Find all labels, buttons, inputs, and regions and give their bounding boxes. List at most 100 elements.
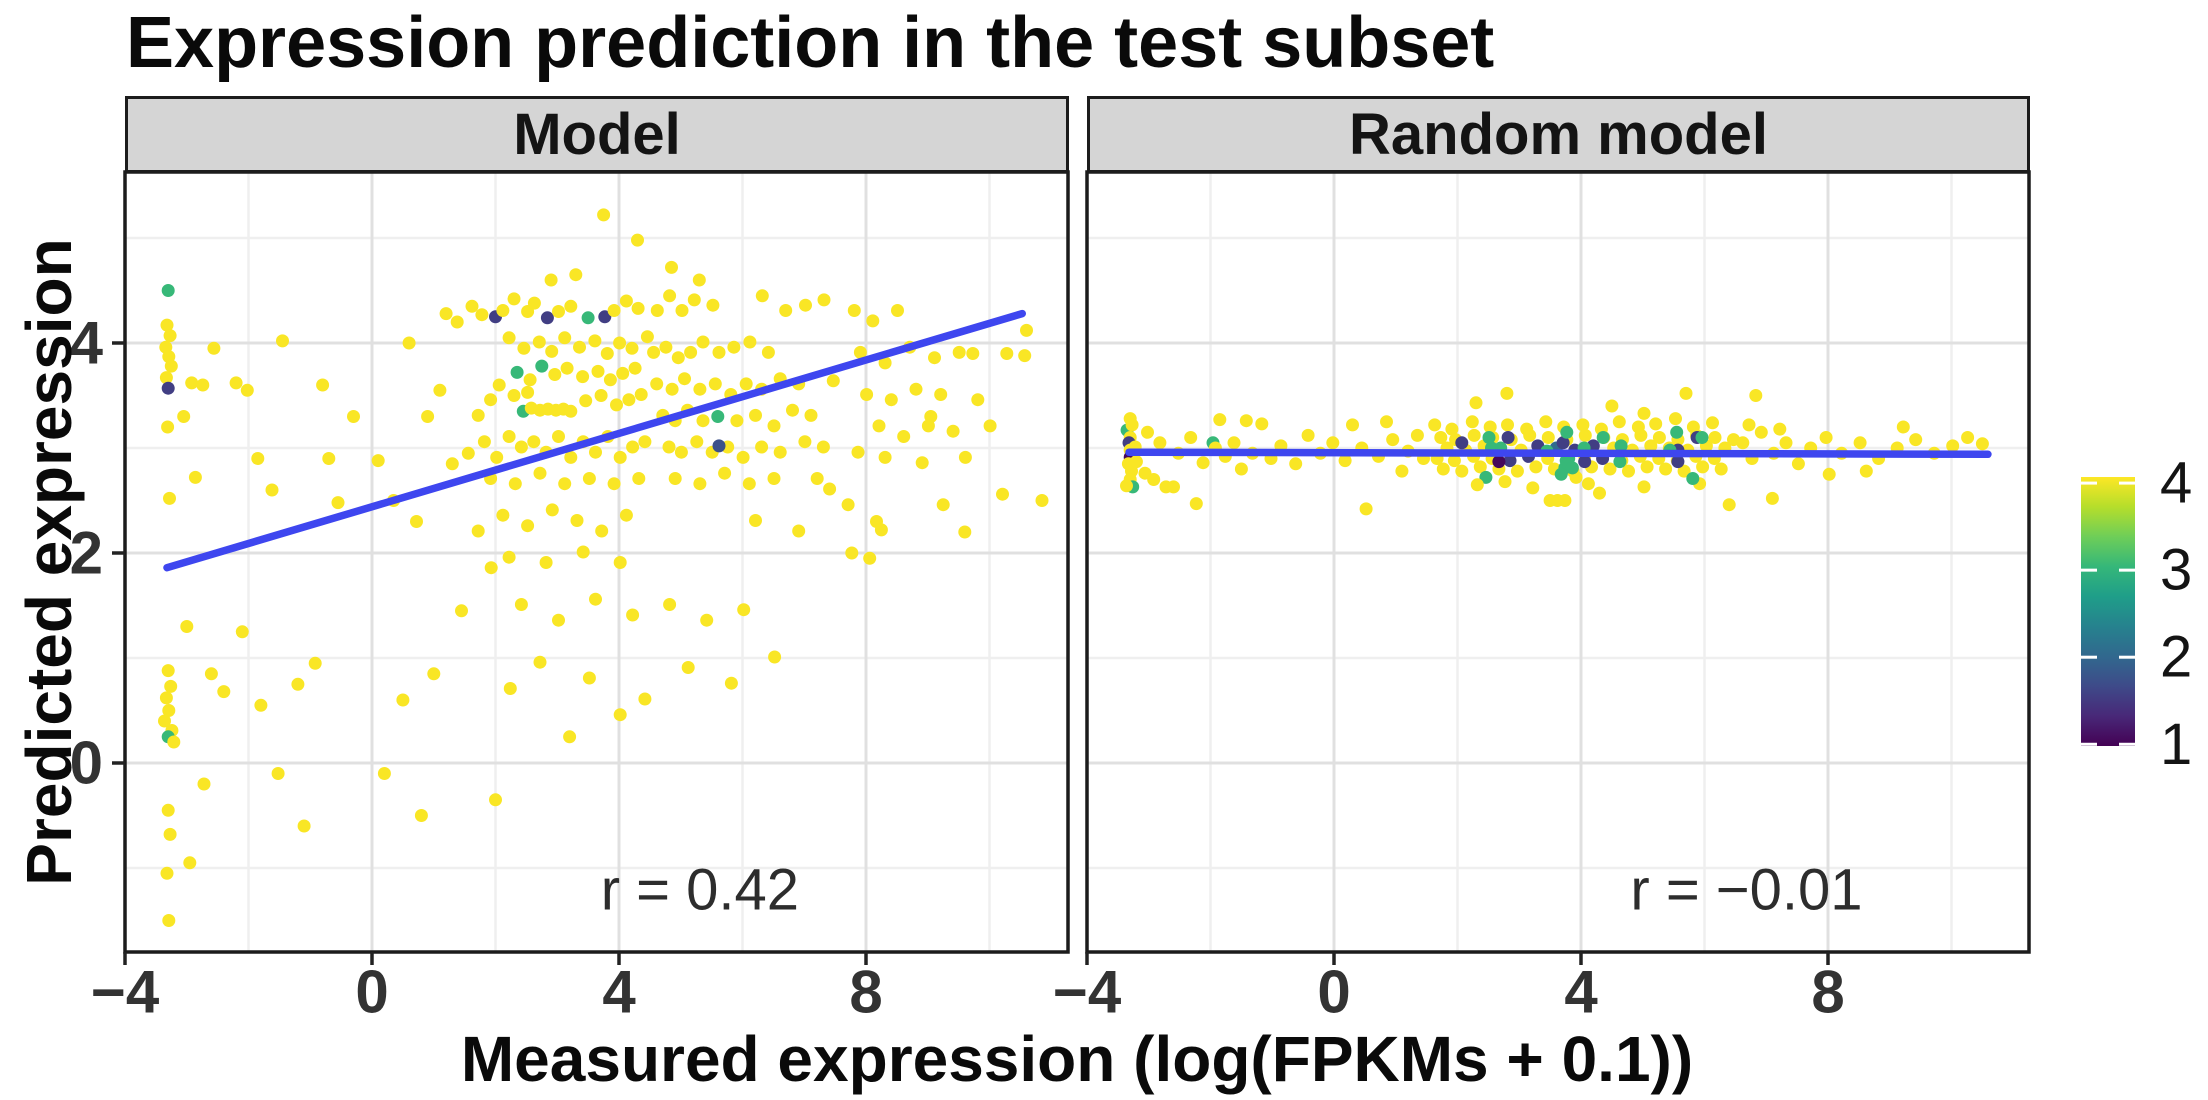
panel-border — [1085, 170, 2031, 954]
data-point — [445, 457, 459, 471]
data-point — [558, 477, 572, 491]
data-point — [1035, 494, 1049, 507]
data-point — [180, 620, 194, 633]
data-point — [891, 304, 904, 317]
data-point — [631, 301, 645, 315]
data-point — [548, 368, 562, 381]
data-point — [331, 496, 345, 510]
data-point — [1749, 389, 1763, 402]
data-point — [1455, 436, 1469, 450]
data-point — [628, 361, 642, 375]
data-point — [576, 370, 590, 384]
data-point — [163, 827, 177, 841]
data-point — [558, 331, 572, 345]
data-point — [410, 515, 423, 528]
data-point — [1909, 433, 1923, 447]
data-point — [767, 472, 781, 485]
data-point — [1754, 425, 1768, 439]
data-point — [743, 335, 757, 349]
data-point — [582, 671, 596, 685]
data-point — [502, 550, 516, 564]
data-point — [786, 403, 799, 417]
data-point — [1556, 436, 1570, 450]
data-point — [687, 293, 701, 307]
data-point — [622, 393, 636, 407]
data-point — [489, 793, 502, 807]
data-point — [1670, 425, 1684, 439]
data-point — [564, 299, 578, 313]
data-point — [503, 682, 517, 695]
data-point — [659, 340, 673, 354]
data-point — [535, 359, 549, 373]
data-point — [276, 334, 289, 348]
data-point — [663, 289, 677, 303]
x-tick-label: 4 — [1564, 959, 1598, 1026]
data-point — [1147, 473, 1161, 486]
data-point — [1596, 431, 1610, 444]
data-point — [1479, 470, 1493, 484]
data-point — [1523, 428, 1537, 442]
data-point — [983, 419, 997, 433]
data-point — [934, 388, 948, 401]
data-point — [1184, 431, 1198, 444]
data-point — [1634, 428, 1648, 442]
data-point — [700, 613, 714, 627]
data-point — [1603, 462, 1617, 476]
data-point — [579, 394, 593, 408]
data-point — [730, 414, 744, 428]
panel-background — [125, 172, 1068, 952]
data-point — [1822, 467, 1836, 481]
data-point — [1560, 425, 1574, 439]
data-point — [527, 435, 541, 449]
data-point — [1447, 454, 1461, 468]
data-point — [502, 331, 516, 345]
data-point — [1576, 418, 1590, 432]
data-point — [1428, 418, 1442, 432]
data-point — [163, 329, 177, 343]
data-point — [1581, 477, 1595, 491]
data-point — [616, 366, 630, 380]
data-point — [1679, 386, 1693, 400]
facet-strip-random-model-label: Random model — [1349, 102, 1768, 167]
data-point — [712, 345, 726, 359]
data-point — [1714, 462, 1728, 476]
data-point — [1853, 436, 1867, 450]
data-point — [810, 472, 824, 485]
data-point — [1326, 436, 1340, 450]
data-point — [1649, 417, 1663, 431]
data-point — [514, 440, 528, 454]
data-point — [816, 440, 830, 454]
data-point — [921, 419, 935, 433]
data-point — [164, 359, 178, 373]
data-point — [196, 378, 210, 392]
data-point — [706, 298, 720, 312]
data-point — [162, 914, 176, 927]
data-point — [693, 477, 707, 491]
data-point — [1819, 431, 1833, 444]
data-point — [563, 730, 577, 744]
data-point — [1255, 417, 1269, 431]
legend-tick-label: 4 — [2160, 451, 2192, 516]
data-point — [197, 777, 211, 791]
data-point — [607, 477, 621, 491]
data-point — [240, 383, 254, 397]
data-point — [439, 307, 453, 321]
data-point — [1492, 455, 1506, 469]
panel-background — [1087, 172, 2029, 952]
data-point — [1436, 462, 1450, 476]
data-point — [508, 477, 522, 491]
data-point — [507, 389, 521, 402]
data-point — [507, 292, 521, 306]
data-point — [1677, 464, 1691, 478]
facet-strip-random-model: Random model — [1087, 96, 2030, 173]
data-point — [308, 656, 322, 670]
data-point — [265, 483, 279, 497]
y-tick-label: 0 — [70, 730, 103, 797]
data-point — [595, 524, 609, 538]
data-point — [1637, 480, 1651, 494]
y-tick-label: 2 — [70, 520, 103, 587]
data-point — [1445, 422, 1459, 436]
data-point — [631, 233, 644, 247]
data-point — [1859, 464, 1873, 478]
data-point — [1196, 456, 1210, 470]
